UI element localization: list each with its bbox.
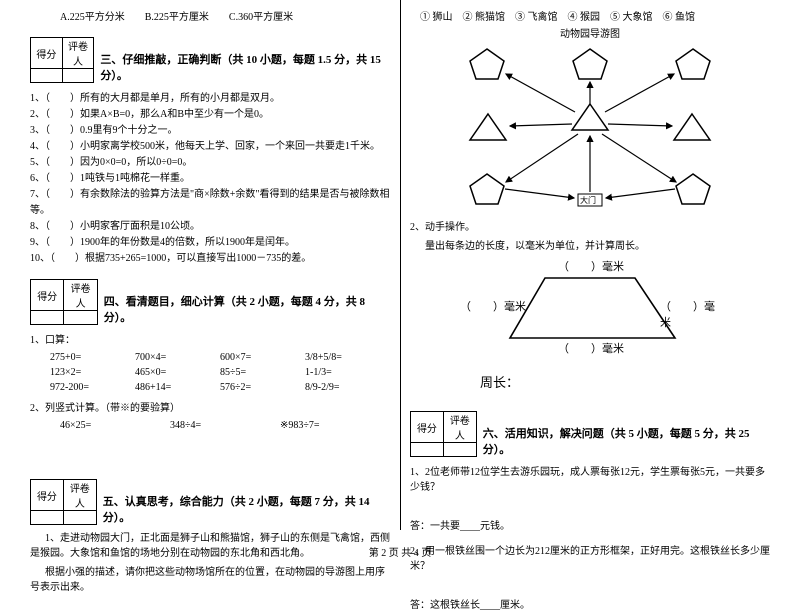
score-table: 得分评卷人	[30, 37, 94, 83]
label-left: （ ）毫米	[460, 298, 526, 314]
judge-item: 5、（ ）因为0×0=0，所以0÷0=0。	[30, 155, 390, 171]
option-b: B.225平方厘米	[145, 12, 209, 23]
label-top: （ ）毫米	[558, 258, 624, 274]
calc-row: 972-200=486+14=576÷2=8/9-2/9=	[30, 380, 390, 395]
zoo-map-svg	[450, 44, 730, 214]
score-box-5: 得分评卷人 五、认真思考，综合能力（共 2 小题，每题 7 分，共 14 分）。	[30, 479, 390, 525]
label-right: （ ）毫米	[660, 298, 720, 330]
zoo-map-diagram: 大门	[450, 44, 730, 214]
option-c: C.360平方厘米	[229, 12, 293, 23]
perimeter-label: 周长：	[480, 372, 770, 391]
score-blank	[31, 69, 63, 83]
calc-row-2: 46×25=348÷4=※983÷7=	[30, 418, 390, 433]
calc-row: 275+0=700×4=600×7=3/8+5/8=	[30, 350, 390, 365]
judge-item: 6、（ ）1吨铁与1吨棉花一样重。	[30, 171, 390, 187]
score-box-6: 得分评卷人 六、活用知识，解决问题（共 5 小题，每题 5 分，共 25 分）。	[410, 411, 770, 457]
gate-label: 大门	[580, 195, 596, 206]
score-h2: 评卷人	[62, 38, 94, 69]
score-table: 得分评卷人	[30, 479, 97, 525]
score-blank2	[62, 69, 94, 83]
sec6-q2: 2、用一根铁丝围一个边长为212厘米的正方形框架，正好用完。这根铁丝长多少厘米？	[410, 542, 770, 572]
sec5-p1: 1、走进动物园大门，正北面是狮子山和熊猫馆，狮子山的东侧是飞禽馆，西侧是猴园。大…	[30, 531, 390, 561]
judge-item: 2、（ ）如果A×B=0，那么A和B中至少有一个是0。	[30, 107, 390, 123]
label-bottom: （ ）毫米	[558, 340, 624, 356]
sec6-a1: 答：一共要____元钱。	[410, 517, 770, 532]
calc-row: 123×2=465×0=85÷5=1-1/3=	[30, 365, 390, 380]
sec6-a2: 答：这根铁丝长____厘米。	[410, 596, 770, 611]
score-table: 得分评卷人	[30, 279, 98, 325]
score-table: 得分评卷人	[410, 411, 477, 457]
judge-item: 1、（ ）所有的大月都是单月，所有的小月都是双月。	[30, 91, 390, 107]
section-3-title: 三、仔细推敲，正确判断（共 10 小题，每题 1.5 分，共 15 分）。	[100, 41, 390, 83]
judge-item: 8、（ ）小明家客厅面积是10公顷。	[30, 219, 390, 235]
mc-options: A.225平方分米 B.225平方厘米 C.360平方厘米	[30, 8, 390, 23]
zoo-legend: ① 狮山 ② 熊猫馆 ③ 飞禽馆 ④ 猴园 ⑤ 大象馆 ⑥ 鱼馆	[410, 8, 770, 23]
judge-list: 1、（ ）所有的大月都是单月，所有的小月都是双月。 2、（ ）如果A×B=0，那…	[30, 91, 390, 267]
q4-2: 2、列竖式计算。（带※的要验算）	[30, 399, 390, 414]
left-column: A.225平方分米 B.225平方厘米 C.360平方厘米 得分评卷人 三、仔细…	[20, 8, 400, 540]
judge-item: 3、（ ）0.9里有9个十分之一。	[30, 123, 390, 139]
section-6-title: 六、活用知识，解决问题（共 5 小题，每题 5 分，共 25 分）。	[483, 415, 770, 457]
section-4-title: 四、看清题目，细心计算（共 2 小题，每题 4 分，共 8 分）。	[104, 283, 390, 325]
q2-sub: 量出每条边的长度，以毫米为单位，并计算周长。	[410, 237, 770, 252]
judge-item: 9、（ ）1900年的年份数是4的倍数，所以1900年是闰年。	[30, 235, 390, 251]
zoo-map-title: 动物园导游图	[410, 25, 770, 40]
q4-1: 1、口算：	[30, 331, 390, 346]
option-a: A.225平方分米	[60, 12, 125, 23]
judge-item: 7、（ ）有余数除法的验算方法是"商×除数+余数"看得到的结果是否与被除数相等。	[30, 187, 390, 219]
score-box-4: 得分评卷人 四、看清题目，细心计算（共 2 小题，每题 4 分，共 8 分）。	[30, 279, 390, 325]
right-column: ① 狮山 ② 熊猫馆 ③ 飞禽馆 ④ 猴园 ⑤ 大象馆 ⑥ 鱼馆 动物园导游图	[400, 8, 780, 540]
section-5-title: 五、认真思考，综合能力（共 2 小题，每题 7 分，共 14 分）。	[103, 483, 390, 525]
sec5-p2: 根据小强的描述，请你把这些动物场馆所在的位置，在动物园的导游图上用序号表示出来。	[30, 565, 390, 595]
judge-item: 4、（ ）小明家离学校500米，他每天上学、回家，一个来回一共要走1千米。	[30, 139, 390, 155]
q2: 2、动手操作。	[410, 218, 770, 233]
judge-item: 10、（ ）根据735+265=1000，可以直接写出1000－735的差。	[30, 251, 390, 267]
score-box-3: 得分评卷人 三、仔细推敲，正确判断（共 10 小题，每题 1.5 分，共 15 …	[30, 37, 390, 83]
sec6-q1: 1、2位老师带12位学生去游乐园玩，成人票每张12元，学生票每张5元，一共要多少…	[410, 463, 770, 493]
score-h1: 得分	[31, 38, 63, 69]
trapezoid-diagram: （ ）毫米 （ ）毫米 （ ）毫米 （ ）毫米	[460, 256, 720, 366]
